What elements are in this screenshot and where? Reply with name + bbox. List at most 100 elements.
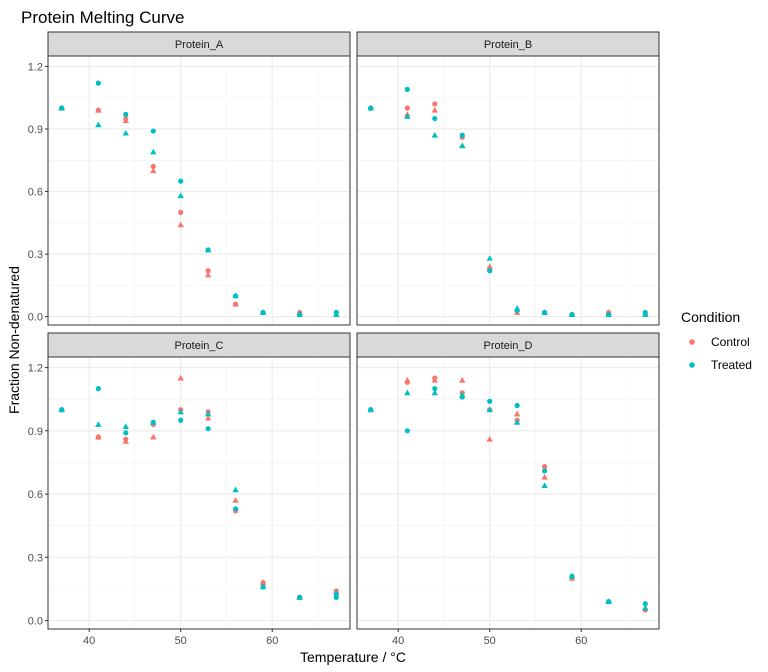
y-axis-title: Fraction Non-denatured xyxy=(6,266,22,414)
point-treated-triangle xyxy=(568,573,576,579)
point-control-triangle xyxy=(486,436,493,442)
point-treated-triangle xyxy=(404,389,411,396)
point-treated-triangle xyxy=(459,391,466,398)
legend: Condition Control Treated xyxy=(681,309,752,372)
point-treated-circle xyxy=(95,80,101,86)
facet-strip-label: Protein_A xyxy=(175,39,224,51)
point-treated-triangle xyxy=(177,192,184,199)
point-control-triangle xyxy=(204,414,212,421)
point-treated-triangle xyxy=(232,486,239,493)
point-treated-circle xyxy=(404,428,410,434)
point-treated-circle xyxy=(123,111,129,117)
point-control-triangle xyxy=(122,438,129,444)
point-treated-circle xyxy=(642,601,648,607)
point-treated-triangle xyxy=(150,148,157,155)
point-treated-triangle xyxy=(568,311,576,317)
point-treated-circle xyxy=(404,86,410,92)
point-treated-triangle xyxy=(204,246,212,253)
point-control-triangle xyxy=(486,263,493,270)
facet-strip xyxy=(47,332,351,358)
facet-strip xyxy=(356,31,660,57)
point-control-circle xyxy=(205,268,211,274)
x-tick-label: 60 xyxy=(575,635,587,647)
point-treated-triangle xyxy=(642,604,649,611)
legend-title: Condition xyxy=(681,309,740,325)
panel-background xyxy=(48,357,350,629)
panel-background xyxy=(357,357,659,629)
point-treated-triangle xyxy=(431,389,438,396)
point-control-triangle xyxy=(122,117,129,124)
point-control-triangle xyxy=(232,497,239,503)
point-treated-circle xyxy=(514,402,520,409)
point-control-triangle xyxy=(259,579,267,586)
point-control-triangle xyxy=(431,376,438,383)
point-treated-triangle xyxy=(404,113,411,119)
point-treated-triangle xyxy=(95,121,102,128)
point-treated-triangle xyxy=(541,482,548,489)
y-tick-label: 1.2 xyxy=(28,61,43,73)
y-tick-label: 0.6 xyxy=(28,489,43,501)
point-treated-circle xyxy=(432,115,438,122)
y-tick-label: 0.9 xyxy=(28,124,43,136)
legend-label-control: Control xyxy=(711,335,750,349)
y-tick-label: 0.3 xyxy=(28,552,43,564)
point-treated-circle xyxy=(459,132,465,138)
point-treated-triangle xyxy=(95,421,102,427)
point-treated-circle xyxy=(542,468,548,474)
y-tick-label: 0.6 xyxy=(28,187,43,199)
point-treated-triangle xyxy=(204,410,212,417)
point-treated-circle xyxy=(123,430,129,436)
point-treated-triangle xyxy=(296,311,303,317)
x-axis-title: Temperature / °C xyxy=(300,649,406,665)
facet-panels: Protein_A 0.0 0.3 0.6 0.9 1.2 Protein_B Protein… xyxy=(28,31,660,647)
point-treated-triangle xyxy=(642,311,649,317)
point-treated-triangle xyxy=(459,142,466,149)
point-treated-triangle xyxy=(486,255,493,261)
point-control-triangle xyxy=(177,221,184,228)
point-treated-triangle xyxy=(486,406,493,413)
panel-Protein_B: Protein_B xyxy=(356,31,660,326)
point-control-circle xyxy=(432,101,438,107)
point-treated-triangle xyxy=(177,408,184,415)
x-tick-label: 40 xyxy=(392,635,404,647)
panel-background xyxy=(357,56,659,325)
y-tick-label: 0.0 xyxy=(28,312,43,324)
point-control-triangle xyxy=(541,473,548,480)
point-control-circle xyxy=(150,163,156,170)
point-treated-triangle xyxy=(513,419,521,425)
point-control-triangle xyxy=(177,374,184,381)
point-treated-circle xyxy=(487,398,493,404)
facet-strip-label: Protein_B xyxy=(484,39,532,51)
facet-strip-label: Protein_C xyxy=(175,340,224,352)
point-treated-circle xyxy=(205,426,211,432)
facet-strip xyxy=(356,332,660,358)
legend-key-control xyxy=(689,339,695,345)
point-treated-circle xyxy=(432,386,438,392)
point-control-triangle xyxy=(513,410,521,417)
x-tick-label: 40 xyxy=(83,635,95,647)
point-treated-triangle xyxy=(58,104,65,111)
point-control-triangle xyxy=(459,376,466,383)
facet-strip-label: Protein_D xyxy=(484,340,533,352)
panel-Protein_A: Protein_A 0.0 0.3 0.6 0.9 1.2 xyxy=(28,31,351,326)
point-treated-triangle xyxy=(150,419,157,425)
point-treated-triangle xyxy=(367,104,374,111)
panel-background xyxy=(48,56,350,325)
point-control-circle xyxy=(178,209,184,215)
point-treated-circle xyxy=(333,594,339,600)
legend-label-treated: Treated xyxy=(711,358,752,372)
point-treated-triangle xyxy=(605,311,612,317)
point-control-triangle xyxy=(150,433,157,440)
panel-Protein_D: Protein_D 40 50 60 xyxy=(356,332,660,647)
point-control-circle xyxy=(404,105,410,111)
x-tick-label: 50 xyxy=(175,635,187,647)
panel-Protein_C: Protein_C 0.0 0.3 0.6 0.9 1.2 40 50 60 xyxy=(28,332,351,647)
point-control-triangle xyxy=(150,167,157,174)
point-treated-triangle xyxy=(541,309,548,315)
point-treated-circle xyxy=(95,386,101,392)
point-treated-triangle xyxy=(122,423,129,429)
point-treated-circle xyxy=(487,268,493,274)
y-tick-label: 0.9 xyxy=(28,426,43,438)
legend-key-treated xyxy=(689,362,695,368)
